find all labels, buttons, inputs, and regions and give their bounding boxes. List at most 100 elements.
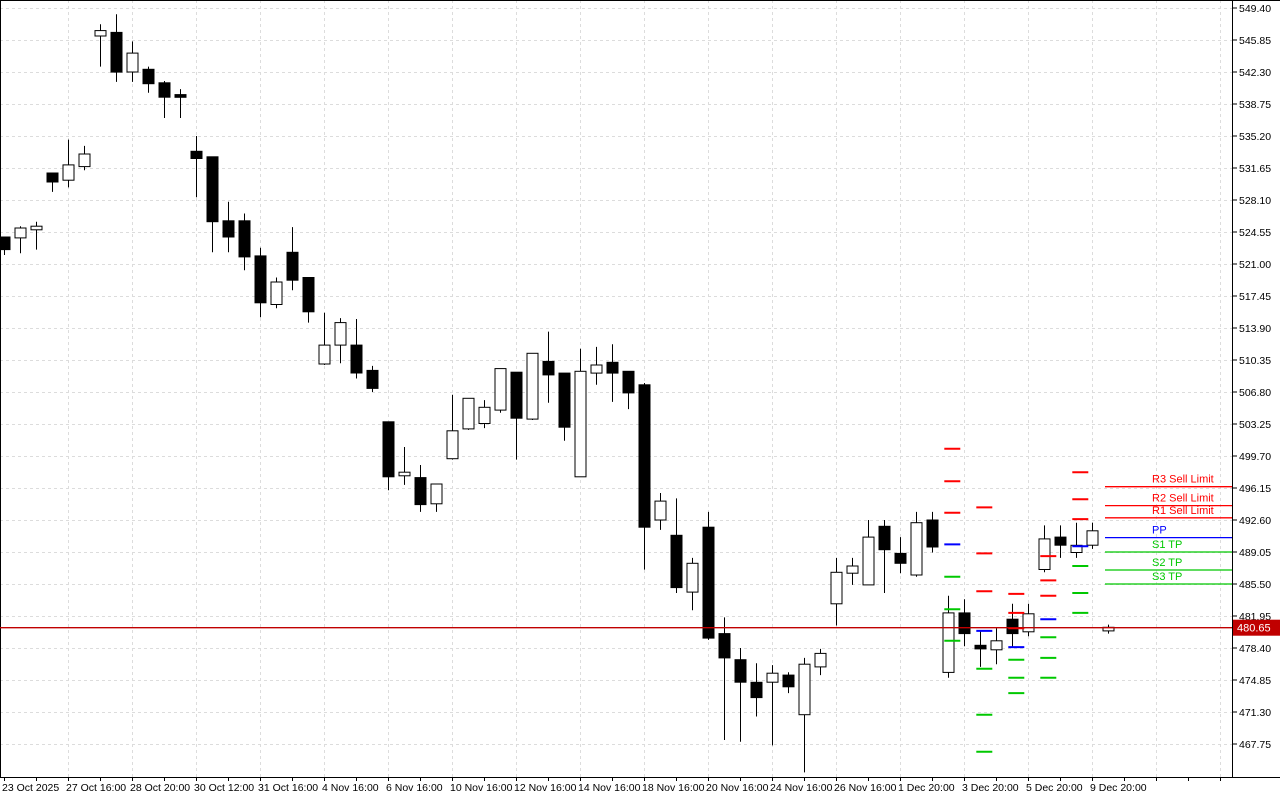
candle-body-bull xyxy=(62,164,75,181)
candle-body-bear xyxy=(958,612,971,635)
candle-body-bear xyxy=(734,659,747,683)
candle-body-bear xyxy=(0,236,11,251)
candle xyxy=(110,14,123,82)
candle xyxy=(0,236,11,255)
candle-body-bear xyxy=(974,644,987,650)
candle xyxy=(430,483,443,512)
candle-body-bull xyxy=(478,406,491,424)
time-tick-label: 30 Oct 12:00 xyxy=(194,782,254,794)
current-price-tag-bg xyxy=(1233,619,1280,636)
candle xyxy=(654,493,667,530)
time-tick-label: 26 Nov 16:00 xyxy=(834,782,897,794)
candle xyxy=(350,319,363,379)
candle xyxy=(30,221,43,250)
candle xyxy=(510,371,523,460)
price-tick-label: 503.25 xyxy=(1239,419,1271,431)
candle xyxy=(558,372,571,441)
time-tick-label: 4 Nov 16:00 xyxy=(322,782,379,794)
candle xyxy=(78,145,91,171)
candle-body-bull xyxy=(526,352,539,420)
candle xyxy=(94,24,107,67)
candle xyxy=(62,139,75,188)
chart-canvas[interactable] xyxy=(0,0,1232,777)
price-tick-label: 545.85 xyxy=(1239,35,1271,47)
candle-body-bear xyxy=(46,172,59,183)
candle-body-bull xyxy=(654,500,667,521)
candle-body-bear xyxy=(286,251,299,281)
price-axis[interactable]: 549.40 545.85 542.30 538.75 535.20 531.65 528.… xyxy=(1232,0,1271,777)
candle xyxy=(830,557,843,626)
candle xyxy=(670,498,683,593)
candle-body-bear xyxy=(750,681,763,699)
candle xyxy=(478,400,491,429)
candle-body-bull xyxy=(1086,530,1099,546)
price-tick-label: 485.50 xyxy=(1239,579,1271,591)
candle-body-bull xyxy=(30,225,43,231)
time-tick-label: 20 Nov 16:00 xyxy=(706,782,769,794)
candle-body-bull xyxy=(270,281,283,305)
time-tick-label: 14 Nov 16:00 xyxy=(578,782,641,794)
time-axis[interactable]: 23 Oct 2025 27 Oct 16:00 28 Oct 20:00 30 Oc… xyxy=(0,777,1280,794)
candle xyxy=(222,201,235,253)
candle xyxy=(958,599,971,647)
price-tick-label: 510.35 xyxy=(1239,355,1271,367)
candle-body-bear xyxy=(622,370,635,394)
candle xyxy=(702,511,715,640)
candle xyxy=(382,421,395,491)
price-tick-label: 478.40 xyxy=(1239,643,1271,655)
pivot-history-marks xyxy=(944,447,1089,753)
candle xyxy=(526,352,539,420)
current-price-tag-text: 480.65 xyxy=(1237,623,1271,635)
price-tick-label: 517.45 xyxy=(1239,291,1271,303)
candle-body-bear xyxy=(894,552,907,564)
time-tick-label: 6 Nov 16:00 xyxy=(386,782,443,794)
price-tick-label: 471.30 xyxy=(1239,707,1271,719)
candle-body-bear xyxy=(702,526,715,639)
time-tick-label: 1 Dec 20:00 xyxy=(898,782,955,794)
candle-body-bear xyxy=(638,384,651,528)
candle xyxy=(910,511,923,577)
candle xyxy=(782,672,795,694)
time-tick-label: 5 Dec 20:00 xyxy=(1026,782,1083,794)
candle-body-bull xyxy=(462,397,475,430)
price-tick-label: 535.20 xyxy=(1239,131,1271,143)
candle-body-bull xyxy=(574,370,587,478)
candle xyxy=(686,557,699,611)
candle xyxy=(462,397,475,430)
candle-body-bear xyxy=(542,360,555,376)
candle-body-bear xyxy=(254,255,267,304)
candle-body-bull xyxy=(814,652,827,668)
candle-body-bull xyxy=(446,430,459,460)
candle-body-bear xyxy=(1054,536,1067,546)
candle-body-bear xyxy=(926,519,939,548)
candle-body-bull xyxy=(398,471,411,477)
price-tick-label: 531.65 xyxy=(1239,163,1271,175)
candle xyxy=(862,520,875,586)
candle xyxy=(766,665,779,746)
candle xyxy=(14,226,27,254)
candle-body-bull xyxy=(798,663,811,716)
candle xyxy=(814,648,827,676)
candle-body-bear xyxy=(142,68,155,85)
candle xyxy=(734,648,747,742)
candle xyxy=(366,365,379,392)
candle-body-bear xyxy=(558,372,571,428)
candle xyxy=(126,41,139,82)
price-tick-label: 528.10 xyxy=(1239,195,1271,207)
candle xyxy=(926,511,939,553)
candle-body-bear xyxy=(606,361,619,374)
candle-body-bull xyxy=(766,672,779,683)
price-tick-label: 499.70 xyxy=(1239,451,1271,463)
pivot-line-label: R3 Sell Limit xyxy=(1152,474,1214,486)
price-tick-label: 492.60 xyxy=(1239,515,1271,527)
time-tick-label: 24 Nov 16:00 xyxy=(770,782,833,794)
candle xyxy=(1006,603,1019,648)
candle-body-bull xyxy=(846,565,859,574)
candle-body-bear xyxy=(366,369,379,389)
time-tick-label: 27 Oct 16:00 xyxy=(66,782,126,794)
candle-body-bear xyxy=(878,525,891,551)
price-tick-label: 524.55 xyxy=(1239,227,1271,239)
